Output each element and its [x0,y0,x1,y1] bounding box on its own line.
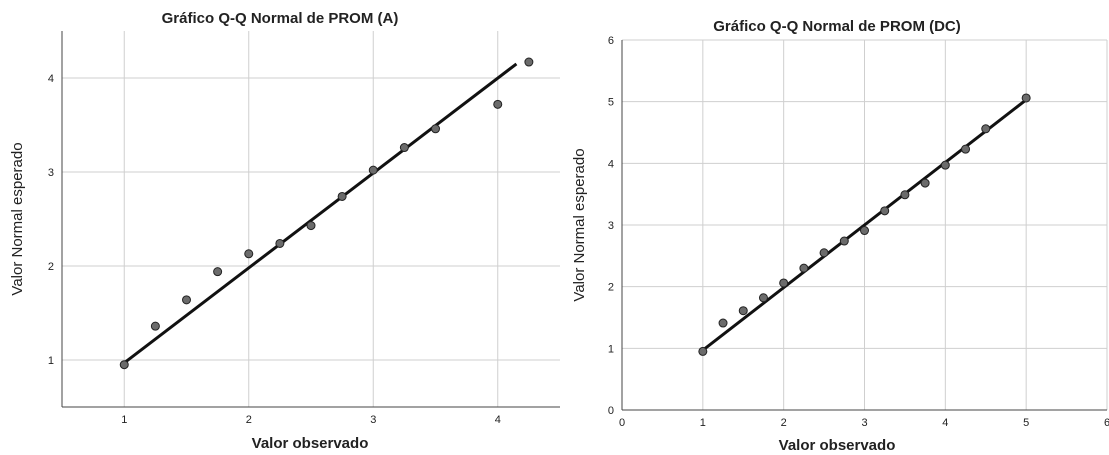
data-point [306,221,316,231]
qq-plot-a: 1 2 3 4 1 2 3 4 Gráfico Q-Q Normal de PROM (A) Va… [9,10,560,452]
chart-title: Gráfico Q-Q Normal de PROM (A) [162,10,399,27]
data-point [799,263,809,273]
qq-plot-dc: 0 1 2 3 4 5 6 0 1 2 3 4 5 6 Gráfico Q-Q Normal de PROM… [562,0,1109,455]
data-point [900,190,910,200]
x-axis-label: Valor observado [779,437,896,454]
data-point [880,206,890,216]
data-point [839,236,849,246]
data-point [698,346,708,356]
y-tick-label: 5 [608,97,614,109]
data-point [337,191,347,201]
data-point [431,124,440,134]
data-point [718,318,728,328]
x-tick-label: 2 [781,417,787,429]
data-point [981,124,991,134]
data-point [244,249,254,259]
x-axis-label: Valor observado [252,435,369,452]
data-point [213,267,223,277]
x-tick-label: 4 [942,417,948,429]
data-point [493,99,503,109]
data-point [1021,93,1031,103]
data-point [182,295,191,305]
x-tick-label: 3 [861,417,867,429]
y-tick-label: 3 [48,167,54,179]
data-point [368,165,378,175]
data-point [399,143,409,153]
x-tick-label: 3 [370,414,376,426]
reference-line [701,98,1028,352]
y-tick-label: 3 [608,220,614,232]
data-point [524,57,534,67]
reference-line [123,62,518,365]
y-axis-label: Valor Normal esperado [9,142,26,295]
data-point [150,321,160,331]
y-tick-label: 1 [48,355,54,367]
x-tick-label: 1 [121,414,127,426]
qq-plot-dc-svg: 0 1 2 3 4 5 6 0 1 2 3 4 5 6 Gráfico Q-Q Normal de PROM… [571,18,1109,454]
y-tick-label: 2 [608,282,614,294]
data-point [119,360,129,370]
y-axis-label: Valor Normal esperado [571,148,588,301]
x-tick-label: 5 [1023,417,1029,429]
data-point [779,278,789,288]
y-tick-label: 1 [608,343,614,355]
data-point [275,238,285,248]
y-tick-label: 4 [48,73,54,85]
qq-plot-a-svg: 1 2 3 4 1 2 3 4 Gráfico Q-Q Normal de PROM (A) Va… [9,10,560,452]
y-tick-label: 6 [608,35,614,47]
x-tick-label: 4 [495,414,501,426]
data-point [940,160,950,170]
data-point [920,178,930,188]
data-point [961,144,971,154]
x-tick-label: 0 [619,417,625,429]
y-tick-label: 0 [608,405,614,417]
x-tick-label: 2 [246,414,252,426]
x-tick-label: 1 [700,417,706,429]
data-point [738,306,748,316]
data-point [819,248,829,258]
y-tick-label: 2 [48,261,54,273]
data-point [758,293,768,303]
chart-title: Gráfico Q-Q Normal de PROM (DC) [713,18,961,35]
data-point [860,226,869,236]
x-tick-label: 6 [1104,417,1109,429]
y-tick-label: 4 [608,158,614,170]
